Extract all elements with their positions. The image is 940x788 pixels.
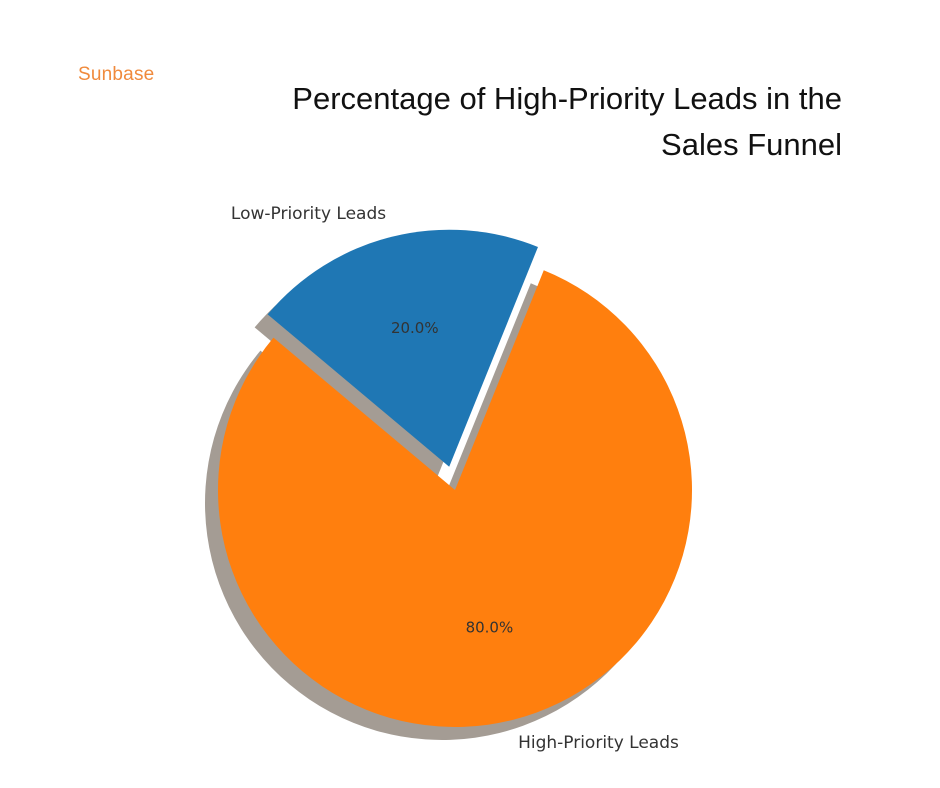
slice-label: Low-Priority Leads: [231, 204, 386, 224]
chart-title: Percentage of High-Priority Leads in the…: [292, 81, 842, 162]
slice: [267, 229, 538, 467]
logo: Sunbase: [78, 64, 155, 85]
slice: [218, 270, 693, 727]
slice-label: High-Priority Leads: [518, 733, 679, 753]
value-label: 80.0%: [466, 618, 514, 636]
value-label: 20.0%: [391, 319, 439, 337]
